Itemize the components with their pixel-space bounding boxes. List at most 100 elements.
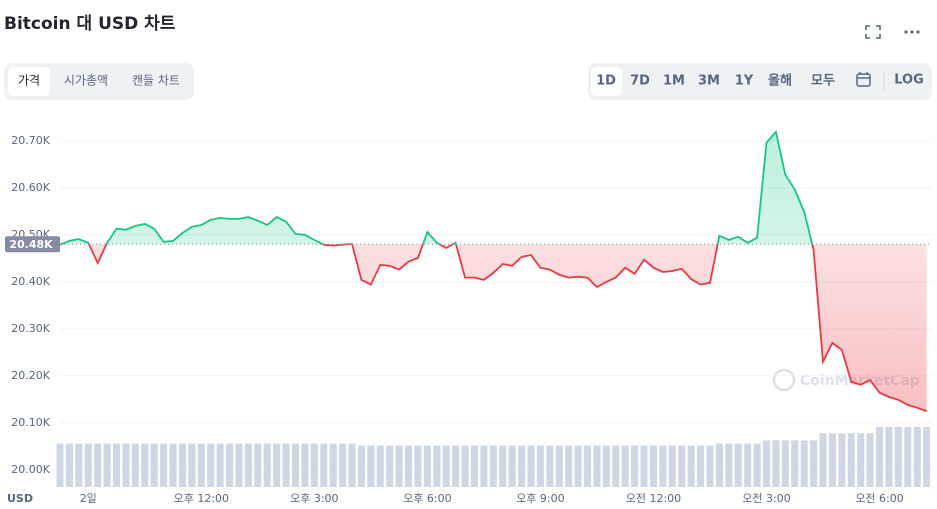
x-tick-label: 2일 (80, 491, 97, 505)
volume-bar (706, 445, 714, 487)
range-button[interactable]: 모두 (811, 74, 835, 89)
volume-bar (292, 443, 299, 487)
volume-bar (395, 445, 403, 487)
y-tick-label: 20.60K (11, 181, 50, 194)
volume-bar (565, 445, 573, 487)
volume-bar (725, 443, 733, 487)
volume-bar (188, 443, 196, 487)
volume-bar (894, 427, 902, 487)
volume-bar (593, 445, 601, 487)
volume-bar (414, 445, 422, 487)
volume-bar (320, 443, 328, 487)
range-button[interactable]: 1D (596, 74, 616, 89)
volume-bar (527, 445, 535, 487)
volume-bar (847, 433, 855, 487)
range-button[interactable]: 올해 (768, 73, 792, 89)
volume-bar (772, 440, 780, 487)
volume-bar (480, 445, 488, 487)
volume-bar (235, 443, 243, 487)
volume-bar (376, 445, 384, 487)
volume-bar (753, 443, 761, 487)
volume-bar (649, 445, 657, 487)
tab[interactable]: 시가총액 (64, 74, 108, 88)
volume-bar (763, 440, 770, 487)
volume-bar (113, 443, 121, 487)
tab-group (4, 63, 194, 100)
volume-bar (216, 443, 224, 487)
range-button[interactable]: 1Y (735, 74, 754, 89)
volume-bar (423, 445, 431, 487)
volume-bar (65, 443, 73, 487)
volume-bar (734, 443, 742, 487)
volume-bar (536, 445, 544, 487)
volume-bar (367, 445, 375, 487)
volume-bar (612, 445, 620, 487)
volume-bar (282, 443, 290, 487)
line-down (59, 244, 927, 412)
volume-bar (697, 445, 705, 487)
volume-bar (357, 445, 365, 487)
volume-bar (197, 443, 205, 487)
volume-bar (150, 443, 158, 487)
range-button[interactable]: 3M (698, 74, 720, 89)
more-icon[interactable] (904, 30, 920, 34)
log-button[interactable]: LOG (894, 73, 924, 88)
volume-bar (885, 427, 893, 487)
volume-bar (452, 445, 460, 487)
line-up (59, 129, 814, 245)
volume-bar (621, 445, 629, 487)
x-tick-label: 오후 12:00 (174, 492, 229, 505)
x-tick-label: 오전 6:00 (855, 492, 903, 505)
volume-bar (405, 445, 413, 487)
area-up (60, 131, 927, 245)
volume-bar (310, 443, 318, 487)
y-tick-label: 20.20K (11, 369, 50, 382)
fullscreen-icon[interactable] (865, 25, 881, 39)
tab[interactable]: 캔들 차트 (132, 74, 180, 88)
volume-bar (75, 443, 83, 487)
volume-bar (800, 440, 808, 487)
active-tab (8, 67, 50, 96)
volume-bar (659, 445, 667, 487)
area-down (60, 244, 927, 412)
volume-bar (386, 445, 394, 487)
volume-bar (103, 443, 111, 487)
x-tick-label: 오후 3:00 (290, 492, 338, 505)
volume-bar (810, 440, 818, 487)
volume-bar (499, 445, 507, 487)
volume-bar (866, 433, 874, 487)
volume-bar (433, 445, 441, 487)
range-button[interactable]: 7D (630, 74, 650, 89)
volume-bar (781, 440, 789, 487)
x-tick-label: 오전 3:00 (742, 492, 790, 505)
volume-bar (244, 443, 252, 487)
volume-bar (442, 445, 450, 487)
volume-bar (640, 445, 648, 487)
volume-bar (923, 427, 931, 487)
volume-bar (631, 445, 639, 487)
volume-bar (226, 443, 234, 487)
volume-bar (301, 443, 309, 487)
active-range (591, 67, 622, 96)
volume-bar (678, 445, 686, 487)
volume-bar (744, 443, 752, 487)
volume-bar (263, 443, 271, 487)
volume-bar (876, 427, 884, 487)
volume-bar (913, 427, 921, 487)
title: Bitcoin 대 USD 차트 (4, 14, 176, 34)
volume-bar (555, 445, 563, 487)
volume-bar (838, 433, 846, 487)
volume-bar (461, 445, 469, 487)
reference-box (5, 236, 60, 253)
volume-bar (207, 443, 215, 487)
volume-bar (470, 445, 478, 487)
volume-bar (904, 427, 912, 487)
tab[interactable]: 가격 (18, 74, 40, 88)
volume-bar (791, 440, 799, 487)
volume-bar (687, 445, 695, 487)
volume-bar (508, 445, 516, 487)
volume-bar (131, 443, 139, 487)
calendar-icon[interactable] (856, 72, 871, 87)
range-button[interactable]: 1M (663, 74, 685, 89)
volume-bar (329, 443, 337, 487)
